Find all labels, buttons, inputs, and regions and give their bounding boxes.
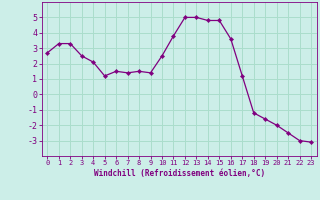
X-axis label: Windchill (Refroidissement éolien,°C): Windchill (Refroidissement éolien,°C) bbox=[94, 169, 265, 178]
